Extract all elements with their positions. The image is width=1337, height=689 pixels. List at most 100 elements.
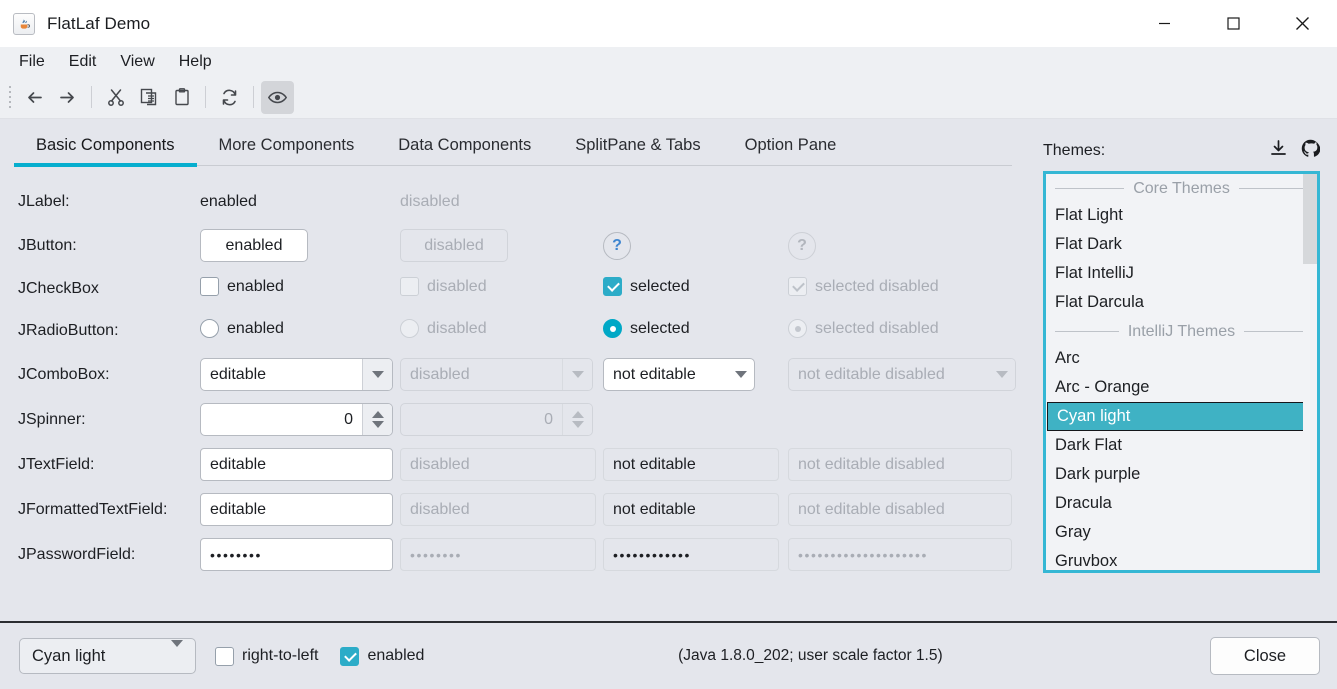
menu-item-view[interactable]: View — [120, 52, 155, 70]
download-icon[interactable] — [1269, 139, 1288, 163]
list-item[interactable]: Gruvbox — [1055, 552, 1118, 570]
themes-scrollbar[interactable] — [1303, 174, 1317, 570]
close-button[interactable]: Close — [1210, 637, 1320, 675]
eye-icon[interactable] — [261, 80, 294, 114]
spinner-disabled: 0 — [400, 403, 593, 436]
checkbox-enabled[interactable]: enabled — [200, 277, 284, 296]
row-label: JSpinner: — [18, 410, 86, 428]
spinner-down-icon — [371, 421, 384, 428]
themes-group-separator: IntelliJ Themes — [1046, 317, 1317, 344]
bottom-bar: Cyan light right-to-left enabled (Java 1… — [0, 623, 1337, 689]
help-icon-button-disabled: ? — [788, 231, 816, 260]
list-item[interactable]: Dark purple — [1055, 465, 1141, 483]
passwordfield-not-editable[interactable]: •••••••••••• — [603, 538, 779, 571]
spinner-enabled[interactable]: 0 — [200, 403, 393, 436]
passwordfield-editable[interactable]: •••••••• — [200, 538, 393, 571]
toolbar-grip-handle[interactable] — [6, 86, 16, 108]
radio-circle-icon — [200, 319, 219, 338]
list-item-selected[interactable]: Cyan light — [1047, 402, 1315, 431]
github-icon[interactable] — [1301, 139, 1321, 163]
chevron-down-icon[interactable] — [728, 359, 754, 390]
checkbox-disabled: disabled — [400, 277, 487, 296]
forward-icon[interactable] — [51, 81, 84, 114]
row-jradiobutton: JRadioButton: enabled disabled — [18, 310, 1030, 352]
formattedtextfield-editable[interactable]: editable — [200, 493, 393, 526]
spinner-steppers[interactable] — [362, 404, 392, 435]
themes-group-caption: IntelliJ Themes — [1127, 322, 1236, 340]
copy-icon[interactable] — [132, 81, 165, 114]
components-pane: Basic Components More Components Data Co… — [0, 119, 1030, 621]
themes-list[interactable]: Core Themes Flat Light Flat Dark Flat In… — [1046, 174, 1317, 570]
list-item[interactable]: Flat IntelliJ — [1055, 264, 1134, 282]
row-jbutton: JButton: enabled disabled ? ? — [18, 223, 1030, 268]
chevron-down-icon — [562, 359, 592, 390]
checkbox-enabled[interactable]: enabled — [340, 646, 425, 666]
bottom-separator — [0, 621, 1337, 623]
checkbox-box-icon — [215, 646, 234, 666]
combobox-value: disabled — [410, 365, 470, 383]
combobox-editable[interactable]: editable — [200, 358, 393, 391]
textfield-disabled: disabled — [400, 448, 596, 481]
combobox-value: not editable disabled — [798, 365, 945, 383]
refresh-icon[interactable] — [213, 81, 246, 114]
jbutton-enabled[interactable]: enabled — [200, 229, 308, 262]
theme-selector-combobox[interactable]: Cyan light — [19, 638, 196, 674]
radio-enabled[interactable]: enabled — [200, 319, 284, 338]
tool-bar — [0, 76, 1337, 119]
spinner-value[interactable]: 0 — [344, 410, 353, 428]
menu-item-file[interactable]: File — [19, 52, 45, 70]
spinner-up-icon — [571, 411, 584, 418]
list-item[interactable]: Arc — [1055, 349, 1080, 367]
combobox-not-editable[interactable]: not editable — [603, 358, 755, 391]
row-label: JCheckBox — [18, 280, 99, 297]
textfield-not-editable[interactable]: not editable — [603, 448, 779, 481]
radio-disabled: disabled — [400, 319, 487, 338]
java-version-info: (Java 1.8.0_202; user scale factor 1.5) — [678, 647, 943, 664]
paste-icon[interactable] — [165, 81, 198, 114]
formattedtextfield-not-editable[interactable]: not editable — [603, 493, 779, 526]
list-item[interactable]: Arc - Orange — [1055, 378, 1150, 396]
checkmark-icon — [340, 646, 360, 666]
textfield-editable[interactable]: editable — [200, 448, 393, 481]
list-item[interactable]: Gray — [1055, 523, 1091, 541]
help-icon-button[interactable]: ? — [603, 231, 631, 260]
row-jformattedtextfield: JFormattedTextField: editable disabled n… — [18, 487, 1030, 532]
list-item[interactable]: Dracula — [1055, 494, 1112, 512]
radio-label: enabled — [227, 319, 284, 337]
radio-selected[interactable]: selected — [603, 319, 690, 338]
spinner-down-icon — [571, 421, 584, 428]
themes-list-container: Core Themes Flat Light Flat Dark Flat In… — [1043, 171, 1320, 573]
tab-option-pane[interactable]: Option Pane — [744, 135, 837, 154]
jlabel-enabled: enabled — [200, 193, 257, 210]
list-item[interactable]: Flat Light — [1055, 206, 1123, 224]
themes-scrollbar-thumb[interactable] — [1303, 174, 1317, 264]
tab-basic-components[interactable]: Basic Components — [14, 123, 197, 167]
checkbox-selected[interactable]: selected — [603, 277, 690, 296]
list-item[interactable]: Flat Darcula — [1055, 293, 1144, 311]
menu-item-help[interactable]: Help — [178, 52, 212, 70]
chevron-down-icon[interactable] — [171, 639, 183, 666]
list-item[interactable]: Flat Dark — [1055, 235, 1122, 253]
checkbox-right-to-left[interactable]: right-to-left — [215, 646, 318, 666]
list-item[interactable]: Dark Flat — [1055, 436, 1122, 454]
radio-label: disabled — [427, 319, 487, 337]
menu-item-edit[interactable]: Edit — [68, 52, 97, 70]
tab-more-components[interactable]: More Components — [218, 135, 355, 154]
window-title: FlatLaf Demo — [47, 13, 151, 33]
chevron-down-icon[interactable] — [362, 359, 392, 390]
checkbox-label: enabled — [367, 647, 425, 664]
combobox-value[interactable]: editable — [210, 365, 267, 383]
row-label: JRadioButton: — [18, 322, 119, 339]
checkbox-label: selected disabled — [815, 277, 939, 295]
tab-data-components[interactable]: Data Components — [398, 135, 532, 154]
tab-splitpane-tabs[interactable]: SplitPane & Tabs — [575, 135, 701, 154]
maximize-icon[interactable] — [1199, 0, 1268, 47]
close-icon[interactable] — [1268, 0, 1337, 47]
row-jspinner: JSpinner: 0 0 — [18, 397, 1030, 442]
back-icon[interactable] — [18, 81, 51, 114]
row-jpasswordfield: JPasswordField: •••••••• •••••••• ••••••… — [18, 532, 1030, 577]
minimize-icon[interactable] — [1130, 0, 1199, 47]
textfield-not-editable-disabled: not editable disabled — [788, 448, 1012, 481]
cut-icon[interactable] — [99, 81, 132, 114]
window-controls — [1130, 0, 1337, 47]
